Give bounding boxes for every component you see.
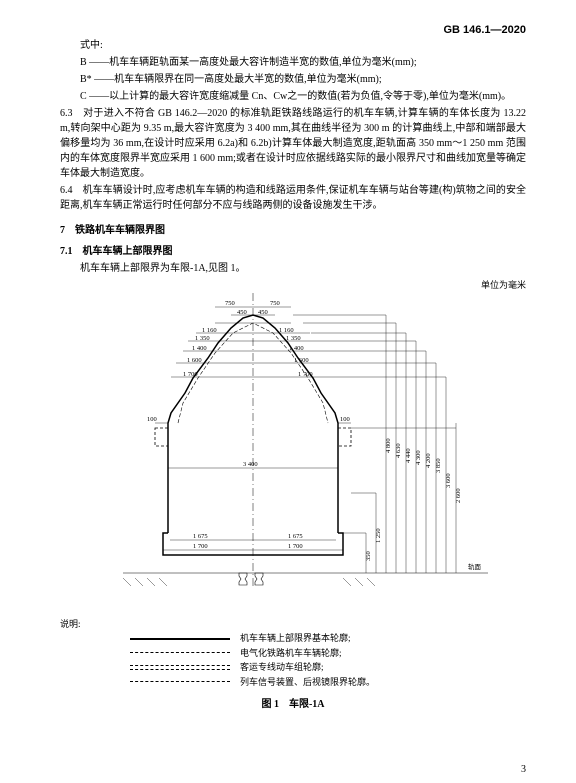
h0: 350 (365, 551, 372, 561)
standard-id: GB 146.1—2020 (60, 24, 526, 36)
figure-caption: 图 1 车限-1A (60, 695, 526, 710)
legend-4-text: 列车信号装置、后视镜限界轮廓。 (240, 675, 375, 689)
dim-750r: 750 (270, 300, 280, 307)
formula-lead: 式中: (60, 38, 526, 53)
legend-3: 客运专线动车组轮廓; (130, 660, 526, 674)
dim-100r: 100 (340, 416, 350, 423)
unit-label: 单位为毫米 (60, 278, 526, 291)
legend-line-dashdot (130, 681, 230, 682)
legend-2: 电气化铁路机车车辆轮廓; (130, 646, 526, 660)
r1l: 1 350 (195, 335, 210, 342)
h7: 4 440 (405, 448, 412, 463)
r0l: 1 160 (202, 327, 217, 334)
legend-title: 说明: (60, 617, 526, 631)
h8: 4 630 (395, 443, 402, 458)
sec-6-4: 6.4 机车车辆设计时,应考虑机车车辆的构造和线路运用条件,保证机车车辆与站台等… (60, 183, 526, 213)
legend-line-solid (130, 638, 230, 640)
r3r: 1 600 (294, 357, 309, 364)
sec-7-title: 7 铁路机车车辆限界图 (60, 221, 526, 236)
r3l: 1 600 (187, 357, 202, 364)
legend-4: 列车信号装置、后视镜限界轮廓。 (130, 675, 526, 689)
dim-3400: 3 400 (243, 461, 258, 468)
legend-1-text: 机车车辆上部限界基本轮廓; (240, 631, 351, 645)
legend-line-double (130, 665, 230, 670)
dim-450r: 450 (258, 309, 268, 316)
legend-1: 机车车辆上部限界基本轮廓; (130, 631, 526, 645)
figure-1-diagram: 轨面 750 450 450 750 (93, 293, 493, 613)
dim-750l: 750 (225, 300, 235, 307)
legend-3-text: 客运专线动车组轮廓; (240, 660, 324, 674)
legend-2-text: 电气化铁路机车车辆轮廓; (240, 646, 342, 660)
lw1r: 1 700 (288, 543, 303, 550)
r0r: 1 160 (279, 327, 294, 334)
rail-label: 轨面 (468, 562, 482, 571)
h6: 4 300 (415, 450, 422, 465)
legend-line-dash1 (130, 652, 230, 653)
lw0r: 1 675 (288, 533, 303, 540)
h3: 3 600 (445, 473, 452, 488)
h4: 3 850 (435, 458, 442, 473)
r2l: 1 400 (192, 345, 207, 352)
h9: 4 800 (385, 438, 392, 453)
sec-6-3: 6.3 对于进入不符合 GB 146.2—2020 的标准轨距铁路线路运行的机车… (60, 106, 526, 181)
r4l: 1 700 (183, 371, 198, 378)
h1: 1 250 (375, 528, 382, 543)
h2: 2 600 (455, 488, 462, 503)
r2r: 1 400 (289, 345, 304, 352)
def-b: B ——机车车辆距轨面某一高度处最大容许制造半宽的数值,单位为毫米(mm); (60, 55, 526, 70)
dim-450l: 450 (237, 309, 247, 316)
sec-7-1-title: 7.1 机车车辆上部限界图 (60, 242, 526, 257)
r1r: 1 350 (286, 335, 301, 342)
p-7-1: 机车车辆上部限界为车限-1A,见图 1。 (60, 261, 526, 276)
dim-100l: 100 (147, 416, 157, 423)
h5: 4 200 (425, 453, 432, 468)
def-bstar: B* ——机车车辆限界在同一高度处最大半宽的数值,单位为毫米(mm); (60, 72, 526, 87)
r4r: 1 700 (298, 371, 313, 378)
def-c: C ——以上计算的最大容许宽度缩减量 Cn、Cw之一的数值(若为负值,令等于零)… (60, 89, 526, 104)
page-number: 3 (521, 764, 526, 775)
lw1l: 1 700 (193, 543, 208, 550)
lw0l: 1 675 (193, 533, 208, 540)
